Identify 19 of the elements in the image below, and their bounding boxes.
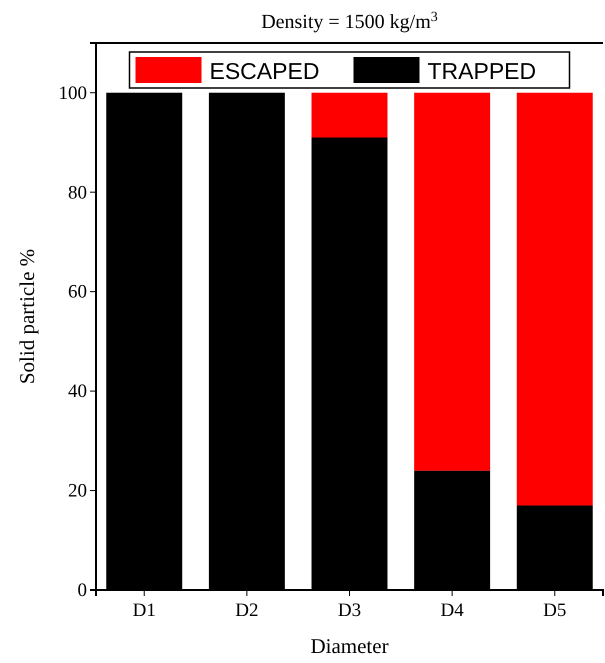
bar [414, 92, 490, 471]
y-tick-label: 40 [68, 381, 87, 402]
legend-label: ESCAPED [210, 58, 320, 84]
x-tick-label: D5 [543, 600, 566, 622]
y-tick-label: 100 [58, 82, 87, 104]
legend-label: TRAPPED [428, 58, 536, 84]
bar [312, 92, 388, 138]
x-axis-title: Diameter [310, 634, 389, 658]
x-tick-label: D1 [132, 600, 156, 622]
x-tick-label: D3 [338, 600, 362, 622]
chart-title: Density = 1500 kg/m$^{3}$ [261, 10, 438, 33]
y-tick-label: 0 [78, 580, 87, 602]
y-tick-label: 60 [68, 282, 87, 303]
y-tick-label: 20 [68, 480, 87, 502]
x-tick-label: D4 [440, 600, 464, 622]
x-tick-label: D2 [235, 600, 258, 622]
y-tick-label: 80 [68, 182, 87, 204]
y-axis-title: Solid particle % [15, 248, 39, 384]
bar [516, 92, 593, 506]
